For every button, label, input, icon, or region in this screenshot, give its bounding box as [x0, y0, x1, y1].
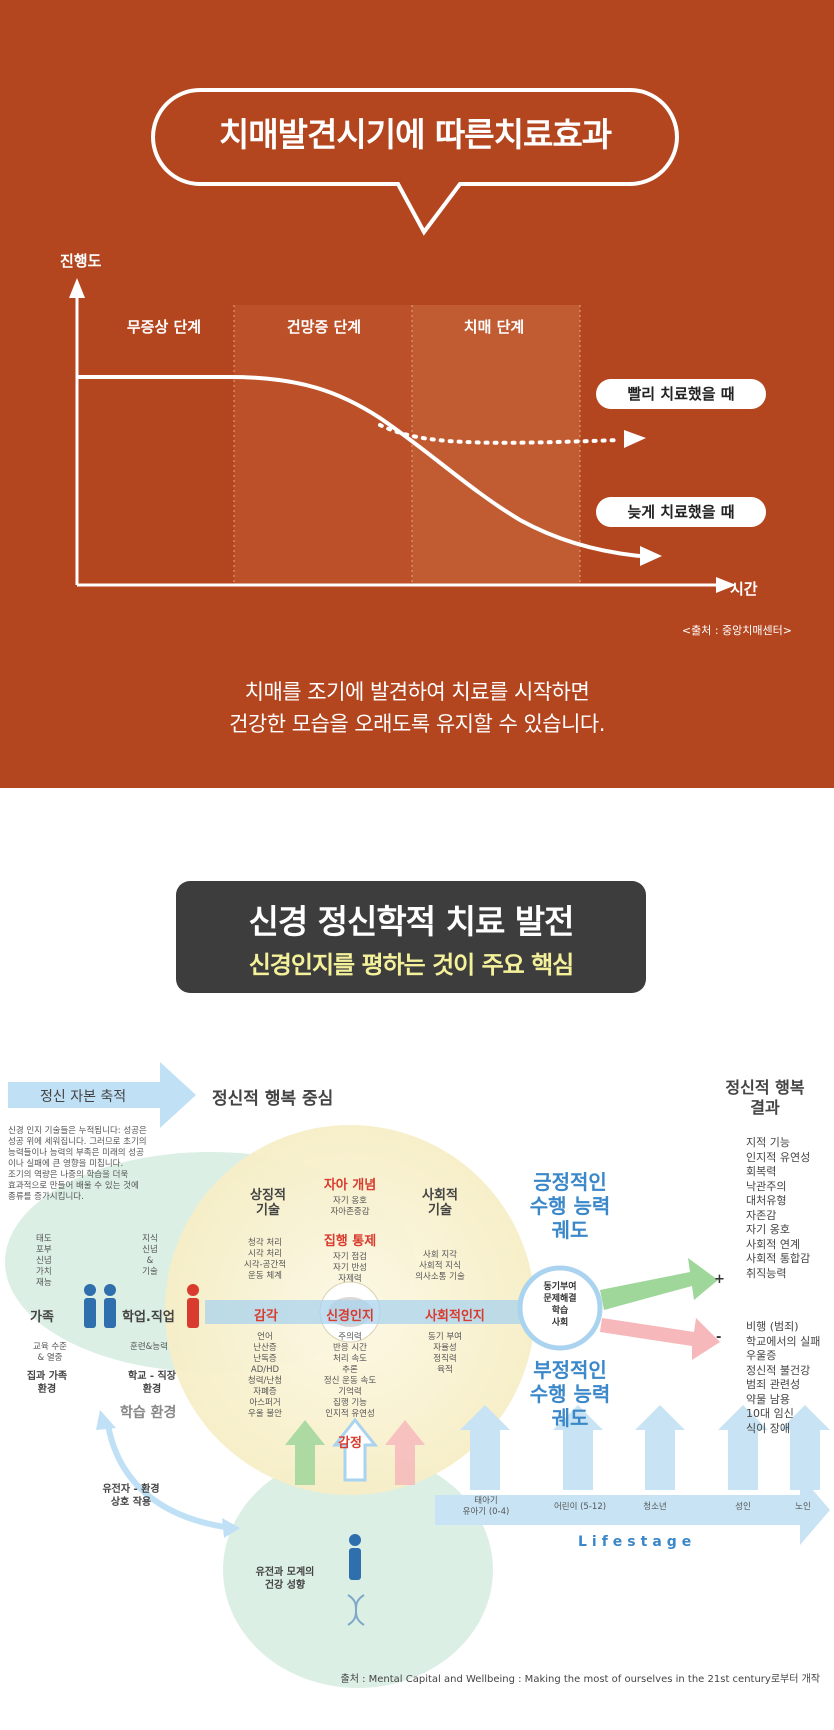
disorder-items: 언어 난산증 난독증 AD/HD 청력/난청 자폐증 아스퍼거 우울 불안: [247, 1332, 283, 1419]
stage-shade-2: [234, 305, 412, 585]
progression-graph: [69, 88, 736, 593]
lifestage-teen: 청소년: [643, 1502, 667, 1512]
emotion-label: 감정: [338, 1436, 362, 1451]
mental-capital-diagram: 정신 자본 축적 정신적 행복 중심 정신적 행복 결과 신경 인지 기술들은 …: [0, 1050, 834, 1710]
social-items: 사회 지각 사회적 지식 의사소통 기술: [415, 1250, 465, 1282]
sense-label: 감각: [254, 1309, 278, 1324]
social-cog-items: 동기 부여 자율성 정직력 육적: [428, 1332, 462, 1375]
stage-label-1: 무증상 단계: [126, 318, 202, 336]
self-concept: 자아 개념: [323, 1178, 377, 1193]
wellbeing-center-heading: 정신적 행복 중심: [212, 1089, 334, 1109]
green-up-arrow: [285, 1420, 325, 1485]
negative-trajectory: 부정적인 수행 능력 궤도: [529, 1358, 611, 1430]
negative-results: 비행 (범죄) 학교에서의 실패 우울증 정신적 불건강 범죄 관련성 약물 남용 10대 …: [746, 1320, 821, 1435]
school-sub: 훈련&능력: [130, 1342, 168, 1352]
exec-items: 자기 점검 자기 반성 자제력: [333, 1252, 367, 1284]
early-treatment-label: 빨리 치료했을 때: [596, 379, 766, 409]
stage-label-2: 건망증 단계: [286, 318, 362, 336]
family-sub: 교육 수준 & 열중: [33, 1342, 67, 1363]
result-heading-1: 정신적 행복: [725, 1078, 805, 1097]
school-traits: 지식 신념 & 기술: [142, 1234, 158, 1277]
lifestage-child: 어린이 (5-12): [553, 1502, 607, 1512]
diagram-source: 출처 : Mental Capital and Wellbeing : Maki…: [340, 1674, 821, 1685]
self-items: 자기 옹호 자아존중감: [330, 1196, 370, 1217]
stage-shade-3: [412, 305, 580, 585]
gene-env-arrow: [105, 1424, 233, 1531]
family-label: 가족: [30, 1310, 54, 1325]
family-env: 집과 가족 환경: [26, 1371, 68, 1395]
social-skills: 사회적 기술: [422, 1188, 458, 1218]
progression-panel: 치매발견시기에 따른치료효과 진행도 시간 무증상 단계 건망증 단계 치매 단…: [0, 0, 834, 788]
section-banner: 신경 정신학적 치료 발전 신경인지를 평하는 것이 주요 핵심: [176, 881, 646, 993]
school-label: 학업.직업: [122, 1310, 175, 1325]
late-treatment-label: 늦게 치료했을 때: [596, 497, 766, 527]
late-treatment-curve: [77, 375, 641, 558]
y-axis-arrow: [69, 278, 85, 298]
early-treatment-curve: [378, 423, 622, 445]
result-heading-2: 결과: [750, 1098, 780, 1117]
family-traits: 태도 포부 신념 가치 재능: [36, 1234, 52, 1288]
minus-sign: -: [716, 1330, 722, 1345]
positive-arrow: [600, 1258, 718, 1310]
gene-env-label: 유전자 - 환경 상호 작용: [102, 1484, 160, 1508]
x-axis-label: 시간: [730, 580, 758, 598]
lifestage-senior: 노인: [795, 1502, 811, 1512]
blue-up-arrow: [331, 1417, 379, 1482]
banner-title: 신경 정신학적 치료 발전: [248, 902, 574, 941]
positive-trajectory: 긍정적인 수행 능력 궤도: [529, 1170, 611, 1242]
lifestage-arrow: [435, 1475, 830, 1545]
caption-line-1: 치매를 조기에 발견하여 치료를 시작하면: [244, 680, 590, 704]
negative-arrow: [600, 1318, 720, 1360]
lifestage-adult: 성인: [735, 1502, 751, 1512]
plus-sign: +: [714, 1272, 725, 1287]
lifestage-up-arrows: [460, 1405, 830, 1490]
person-icon: [349, 1534, 361, 1580]
symbolic-items: 청각 처리 시각 처리 시각-공간적 운동 체계: [243, 1238, 287, 1281]
y-axis-label: 진행도: [60, 252, 102, 270]
lifestage-infant: 태아기 유아기 (0-4): [462, 1496, 510, 1517]
banner-subtitle: 신경인지를 평하는 것이 주요 핵심: [248, 951, 575, 979]
top-title: 치매발견시기에 따른치료효과: [218, 115, 612, 154]
lifestage-label: Lifestage: [578, 1534, 697, 1550]
school-env: 학교 - 직장 환경: [128, 1371, 176, 1395]
cognitive-items: 주의력 반응 시간 처리 속도 추론 정신 운동 속도 기억력 집행 기능 인지적 유연성: [323, 1332, 377, 1419]
cognition-band: [205, 1300, 565, 1324]
student-icon: [187, 1284, 199, 1328]
hub-circle: [517, 1265, 603, 1351]
speech-bubble: [151, 88, 679, 236]
executive-control: 집행 통제: [323, 1234, 377, 1249]
pink-up-arrow: [385, 1420, 425, 1485]
stage-label-3: 치매 단계: [463, 318, 525, 336]
dna-icon: [347, 1594, 365, 1626]
social-cognition-label: 사회적인지: [425, 1309, 485, 1324]
intro-text: 신경 인지 기술들은 누적됩니다: 성공은 성공 위에 세워집니다. 그러므로 초…: [8, 1126, 147, 1202]
caption-line-2: 건강한 모습을 오래도록 유지할 수 있습니다.: [229, 712, 605, 736]
parent-health-label: 유전과 모계의 건강 성향: [255, 1567, 315, 1591]
learning-env-label: 학습 환경: [120, 1405, 177, 1421]
x-axis-arrow: [716, 577, 736, 593]
positive-results: 지적 기능 인지적 유연성 회복력 낙관주의 대처유형 자존감 자기 옹호 사회적 연계 사회적…: [746, 1136, 811, 1280]
diagram-shapes: [5, 1062, 830, 1688]
top-source: <출처 : 중앙치매센터>: [681, 624, 792, 637]
symbolic-skills: 상징적 기술: [250, 1188, 286, 1218]
hub-items: 동기부여 문제해결 학습 사회: [543, 1282, 577, 1328]
family-icon: [84, 1284, 116, 1328]
capital-label: 정신 자본 축적: [40, 1089, 127, 1105]
capital-arrow: [8, 1062, 196, 1128]
neurocognition-label: 신경인지: [326, 1309, 374, 1324]
